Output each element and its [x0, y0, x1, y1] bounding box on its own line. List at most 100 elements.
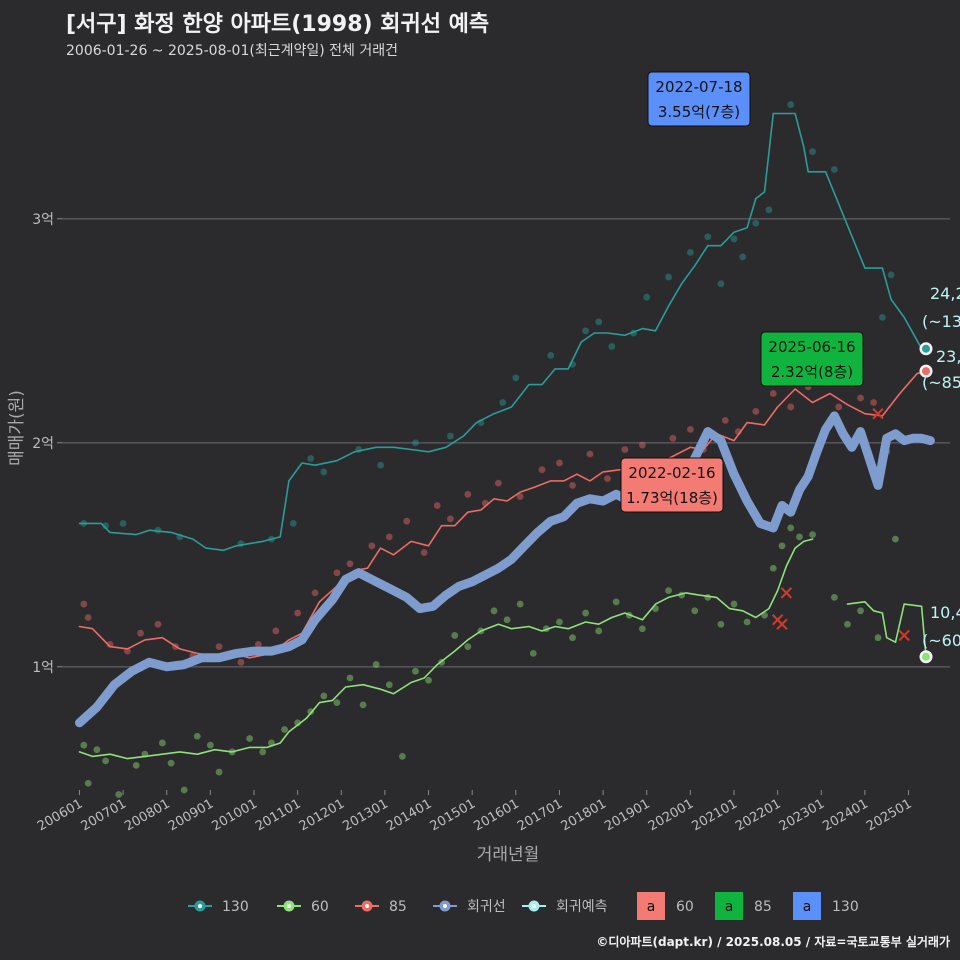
scatter-point-60 [769, 564, 777, 572]
scatter-point-60 [84, 779, 92, 787]
scatter-point-85 [569, 481, 576, 489]
scatter-point-85 [669, 434, 677, 442]
scatter-point-85 [494, 479, 502, 487]
scatter-point-85 [586, 450, 594, 458]
scatter-point-60 [320, 692, 328, 700]
scatter-point-85 [215, 643, 223, 651]
legend: 130 60 85 회귀선 회귀예측 a 60 a 85 a 130 [188, 892, 859, 920]
scatter-point-130 [730, 235, 738, 243]
scatter-point-85 [835, 403, 843, 411]
scatter-point-60 [892, 535, 899, 543]
annotations: 2022-07-18 3.55억(7층) 2025-06-16 2.32억(8층) 20… [620, 71, 864, 513]
scatter-point-130 [608, 343, 616, 350]
legend-box-glyph: a [647, 899, 656, 915]
annotation-box [620, 457, 724, 513]
x-axis: 2006012007012008012009012010012011012012… [35, 790, 915, 834]
scatter-points [80, 101, 899, 798]
scatter-point-85 [787, 403, 795, 411]
x-tick-label: 202201 [733, 796, 783, 834]
x-tick-label: 202501 [864, 796, 914, 834]
scatter-point-130 [119, 520, 127, 527]
y-axis-label: 매매가(원) [7, 390, 27, 466]
scatter-point-85 [516, 493, 524, 500]
scatter-point-60 [638, 625, 646, 633]
series-line-60 [846, 601, 927, 658]
x-tick-label: 200701 [79, 796, 129, 834]
scatter-point-130 [765, 206, 773, 214]
end-value-label: 23,200 [936, 347, 960, 366]
scatter-point-130 [643, 293, 651, 301]
annotation-box [760, 331, 864, 387]
scatter-point-130 [752, 219, 760, 227]
scatter-point-130 [686, 249, 694, 256]
annotation-date: 2022-02-16 [628, 464, 715, 482]
x-tick-label: 201701 [515, 796, 565, 834]
scatter-point-85 [420, 549, 428, 556]
legend-label: 회귀선 [467, 899, 506, 915]
legend-box-key [715, 892, 743, 920]
scatter-point-60 [730, 600, 738, 608]
end-unit-label: (~85㎡) [922, 373, 960, 392]
scatter-point-130 [412, 439, 419, 447]
legend-label: 85 [389, 899, 407, 915]
scatter-point-85 [254, 641, 262, 648]
x-tick-label: 202101 [690, 796, 740, 834]
scatter-point-60 [93, 746, 101, 754]
scatter-point-60 [490, 607, 498, 615]
scatter-point-60 [132, 761, 140, 769]
legend-label: 130 [222, 899, 249, 915]
x-tick-label: 200801 [122, 796, 172, 834]
annotation-date: 2025-06-16 [768, 338, 855, 356]
x-tick-label: 201401 [384, 796, 434, 834]
scatter-point-130 [787, 101, 795, 108]
scatter-point-60 [206, 741, 214, 749]
scatter-point-85 [433, 502, 441, 509]
x-tick-label: 200901 [166, 796, 216, 834]
scatter-point-85 [721, 417, 729, 424]
scatter-point-60 [80, 741, 88, 749]
x-tick-label: 201501 [428, 796, 478, 834]
scatter-point-60 [857, 607, 864, 615]
chart-title: [서구] 화정 한양 아파트(1998) 회귀선 예측 [66, 12, 490, 37]
scatter-point-85 [556, 459, 563, 467]
scatter-point-130 [582, 327, 590, 335]
x-tick-label: 202301 [777, 796, 827, 834]
scatter-point-85 [604, 475, 611, 483]
x-tick-label: 201601 [471, 796, 521, 834]
scatter-point-60 [516, 600, 524, 608]
scatter-point-60 [281, 726, 288, 733]
annotation-value: 2.32억(8층) [771, 363, 853, 381]
cancelled-mark [872, 407, 884, 420]
scatter-point-60 [743, 618, 751, 626]
end-points: 24,200 (~130㎡) 23,200 (~85㎡) 10,450 (~60㎡) [919, 284, 960, 664]
legend-label: 60 [311, 899, 329, 915]
x-tick-label: 202401 [820, 796, 870, 834]
scatter-point-60 [830, 593, 838, 601]
scatter-point-130 [289, 520, 297, 527]
scatter-point-85 [137, 629, 144, 637]
scatter-point-60 [844, 620, 851, 628]
scatter-point-85 [769, 390, 777, 397]
x-tick-label: 201901 [602, 796, 652, 834]
scatter-point-85 [464, 490, 472, 498]
legend-label: 회귀예측 [556, 899, 608, 915]
scatter-point-60 [503, 616, 511, 624]
scatter-point-60 [115, 791, 123, 798]
scatter-point-60 [425, 676, 432, 684]
scatter-point-85 [446, 515, 454, 523]
legend-box-label: 60 [676, 899, 694, 915]
credit-text: ©디아파트(dapt.kr) / 2025.08.05 / 자료=국토교통부 실… [596, 935, 950, 949]
legend-key-center [198, 904, 202, 908]
x-tick-label: 201001 [210, 796, 260, 834]
scatter-point-60 [717, 620, 725, 628]
scatter-point-60 [691, 607, 699, 615]
scatter-point-130 [512, 374, 520, 382]
x-tick-label: 202001 [646, 796, 696, 834]
cancelled-mark [780, 587, 793, 599]
scatter-point-85 [346, 560, 354, 568]
scatter-point-60 [874, 634, 882, 642]
scatter-point-60 [529, 649, 537, 657]
grid-lines [62, 218, 950, 668]
x-tick-label: 201301 [340, 796, 390, 834]
